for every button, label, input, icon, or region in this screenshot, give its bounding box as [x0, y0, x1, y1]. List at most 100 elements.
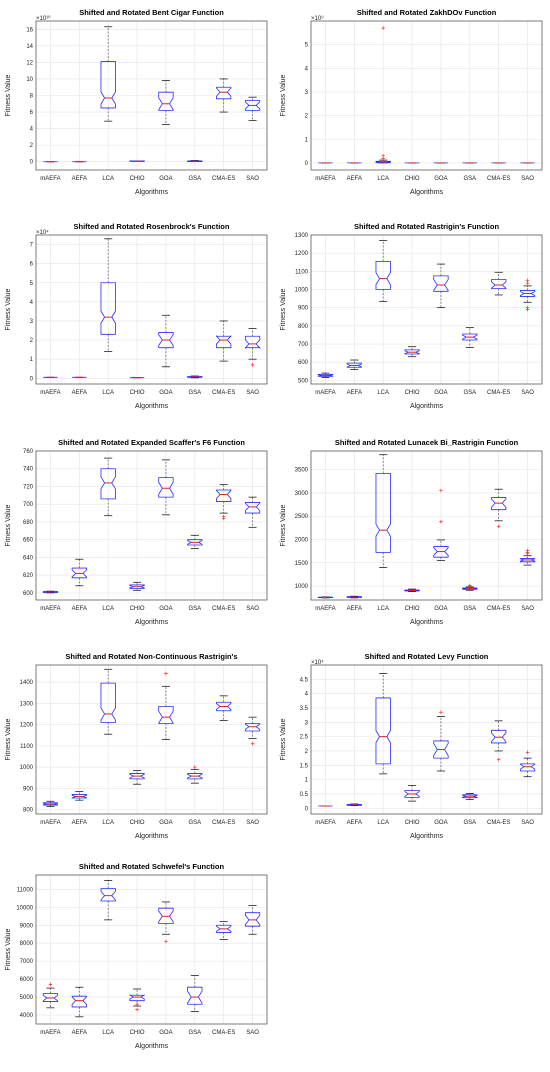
box-body: [519, 763, 536, 772]
box-goa: [158, 314, 174, 368]
x-tick-label: LCA: [102, 390, 114, 396]
chart-title: Shifted and Rotated ZakhDOv Function: [357, 8, 497, 17]
box-gsa: [187, 160, 203, 163]
y-tick-label: 2: [305, 114, 309, 120]
x-tick-label: GOA: [434, 390, 447, 396]
box-cma-es: [491, 720, 507, 762]
y-tick-label: 720: [23, 484, 34, 490]
outlier-marker: [193, 765, 197, 769]
y-tick-label: 10: [26, 77, 33, 83]
y-tick-label: 1500: [295, 561, 309, 567]
y-tick-label: 7: [30, 243, 34, 249]
y-axis-label: Fitness Value: [5, 718, 12, 760]
y-tick-label: 0: [305, 161, 309, 167]
x-tick-label: GSA: [188, 606, 201, 612]
chart-panel-3: Shifted and Rotated Rosenbrock's Functio…: [5, 222, 268, 410]
y-tick-label: 5000: [20, 995, 34, 1001]
x-tick-label: AEFA: [72, 606, 87, 612]
box-lca: [375, 673, 391, 775]
y-axis-label: Fitness Value: [280, 504, 287, 546]
chart-panel-1: Shifted and Rotated Bent Cigar Function 0…: [5, 8, 268, 196]
outlier-marker: [525, 305, 530, 310]
x-tick-label: CHIO: [405, 820, 420, 826]
y-tick-label: 900: [298, 306, 309, 312]
outlier-marker: [164, 671, 168, 676]
box-body: [375, 472, 391, 553]
outlier-marker: [135, 1007, 139, 1012]
box-body: [244, 912, 261, 927]
box-aefa: [71, 986, 87, 1018]
x-tick-label: GOA: [159, 1030, 172, 1036]
box-body: [519, 290, 536, 297]
box-cma-es: [216, 320, 232, 362]
box-chio: [129, 988, 145, 1012]
box-body: [129, 773, 145, 780]
y-tick-label: 6: [30, 262, 34, 268]
box-gsa: [187, 375, 203, 379]
box-body: [244, 335, 261, 349]
box-body: [158, 706, 174, 724]
box-goa: [433, 263, 449, 309]
chart-title: Shifted and Rotated Non-Continuous Rastr…: [65, 652, 237, 661]
y-tick-label: 9000: [20, 923, 34, 929]
box-body: [404, 790, 420, 798]
y-tick-label: 600: [298, 360, 309, 366]
y-axis-label: Fitness Value: [5, 288, 12, 330]
y-tick-label: 7000: [20, 959, 34, 965]
box-chio: [404, 346, 420, 358]
y-tick-label: 6: [30, 110, 34, 116]
x-tick-label: CMA-ES: [487, 820, 510, 826]
y-tick-label: 600: [23, 591, 34, 597]
box-body: [462, 587, 478, 590]
box-lca: [100, 457, 116, 517]
box-body: [491, 497, 507, 511]
x-tick-label: AEFA: [72, 390, 87, 396]
outlier-marker: [135, 1002, 139, 1007]
x-tick-label: AEFA: [347, 820, 362, 826]
box-body: [158, 907, 174, 924]
box-body: [433, 740, 449, 759]
outlier-marker: [525, 278, 530, 283]
y-tick-label: 8: [30, 94, 34, 100]
box-cma-es: [216, 78, 232, 113]
x-tick-label: CHIO: [130, 606, 145, 612]
x-tick-label: AEFA: [347, 606, 362, 612]
y-tick-label: 640: [23, 555, 34, 561]
chart-panel-6: Shifted and Rotated Lunacek Bi_Rastrigin…: [280, 438, 543, 626]
box-body: [216, 924, 232, 933]
box-maefa: [317, 372, 334, 378]
box-sao: [519, 750, 536, 778]
x-tick-label: SAO: [246, 606, 259, 612]
box-body: [244, 100, 261, 111]
box-aefa: [346, 359, 362, 370]
x-tick-label: CMA-ES: [487, 390, 510, 396]
y-tick-label: 1: [30, 357, 34, 363]
x-tick-label: mAEFA: [315, 820, 335, 826]
plot-frame: [310, 664, 543, 815]
y-tick-label: 3.5: [300, 706, 309, 712]
x-tick-label: CHIO: [130, 1030, 145, 1036]
y-tick-label: 740: [23, 467, 34, 473]
x-tick-label: mAEFA: [315, 176, 335, 182]
box-sao: [519, 278, 536, 312]
x-tick-label: mAEFA: [40, 176, 60, 182]
outlier-marker: [48, 982, 53, 987]
x-tick-label: CHIO: [405, 176, 420, 182]
box-body: [216, 86, 232, 100]
y-tick-label: 2: [30, 143, 34, 149]
box-gsa: [462, 583, 478, 591]
y-tick-label: 800: [298, 324, 309, 330]
box-lca: [375, 240, 391, 302]
x-tick-label: CMA-ES: [212, 606, 235, 612]
box-body: [158, 91, 174, 111]
outlier-marker: [496, 757, 501, 762]
box-body: [187, 539, 203, 546]
y-tick-label: 0: [30, 376, 34, 382]
axis-multiplier: ×10⁴: [311, 659, 324, 666]
box-gsa: [187, 765, 203, 784]
y-tick-label: 12: [26, 60, 33, 66]
x-tick-label: CHIO: [130, 176, 145, 182]
x-tick-label: SAO: [246, 390, 259, 396]
outlier-marker: [381, 26, 385, 30]
